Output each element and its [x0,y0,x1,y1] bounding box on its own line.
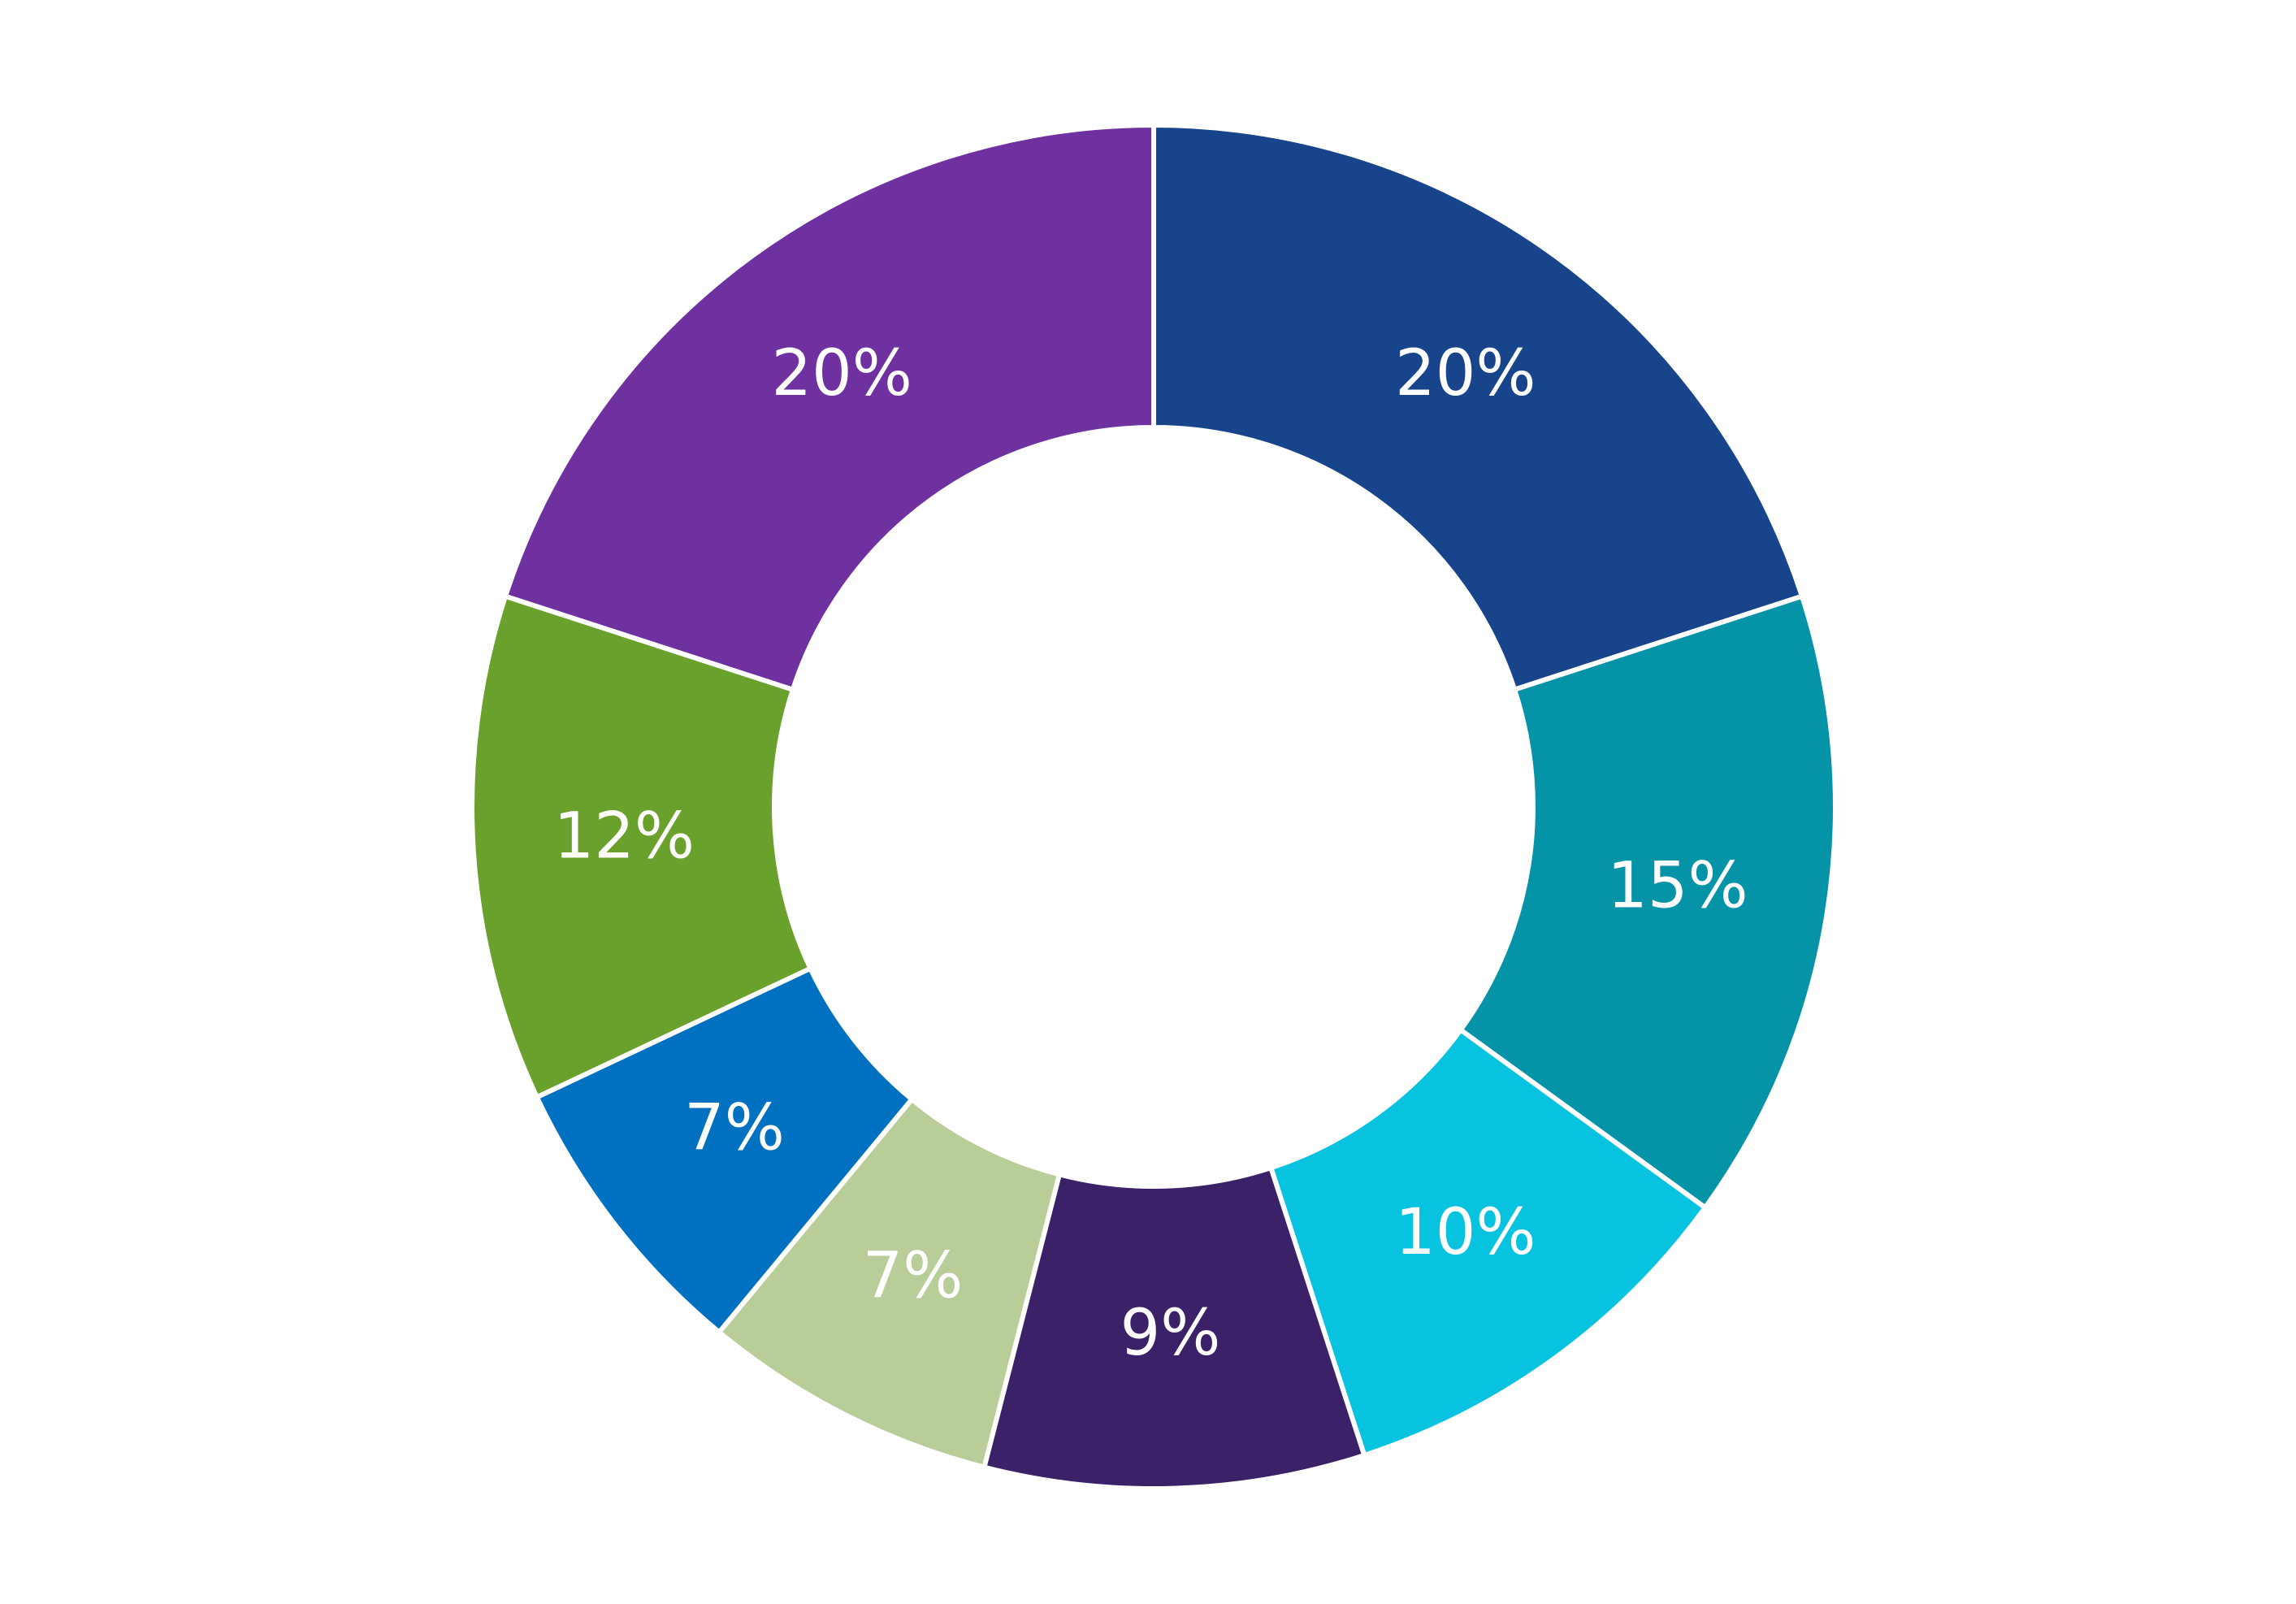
data-label: 7% [684,1092,785,1165]
data-label: 12% [554,800,695,873]
donut-slice [502,122,1156,693]
data-label: 20% [1395,337,1536,410]
donut-slice [981,1164,1368,1491]
data-label: 7% [863,1239,964,1312]
donut-slice [470,592,814,1101]
data-label: 9% [1120,1297,1221,1370]
data-label: 15% [1607,850,1748,923]
donut-slice [1457,592,1839,1212]
donut-slice [1151,122,1805,693]
donut-slice [1267,1026,1709,1459]
data-label: 10% [1395,1196,1536,1269]
data-label: 20% [771,337,912,410]
